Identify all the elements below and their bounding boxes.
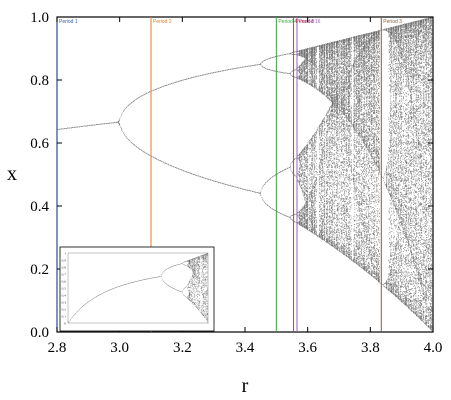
y-tick-label: 0.2 [30,262,49,278]
period-marker-label: Period 2 [153,19,172,25]
y-axis-title: x [7,163,17,185]
y-tick-label: 0.0 [30,325,49,341]
y-tick-label: 0.8 [30,73,49,89]
inset-y-tick-label: 0 [64,322,66,326]
x-axis-title: r [242,375,249,397]
x-tick-label: 3.4 [236,340,255,356]
period-marker-label: Period 8 [296,19,315,25]
inset-y-tick-label: 0.1 [62,315,67,319]
x-tick-label: 3.2 [173,340,192,356]
inset-bifurcation-path [68,252,209,324]
inset-y-tick-label: 1 [64,252,66,256]
inset-chart: 0 0.1 0.2 0.3 0.4 0.5 0.6 0.7 0.8 0.9 1 [59,246,215,332]
period-marker-label: Period 4 [278,19,297,25]
y-tick-label: 1.0 [30,10,49,26]
inset-y-tick-label: 0.6 [62,280,67,284]
inset-y-tick-label: 0.7 [62,273,67,277]
inset-y-tick-label: 0.8 [62,266,67,270]
inset-y-tick-label: 0.5 [62,287,67,291]
x-tick-label: 3.8 [361,340,380,356]
y-tick-label: 0.6 [30,136,49,152]
x-tick-label: 3.0 [110,340,129,356]
inset-y-tick-label: 0.4 [62,294,67,298]
x-tick-label: 3.6 [298,340,317,356]
y-tick-label: 0.4 [30,199,49,215]
x-tick-label: 2.8 [48,340,67,356]
y-axis-ticks: 0.0 0.2 0.4 0.6 0.8 1.0 [30,10,433,341]
period-marker-label: Period 1 [59,19,78,25]
period-marker-label: Period 16 [299,19,321,25]
period-marker-label: Period 3 [383,19,402,25]
inset-plot-frame [67,252,209,324]
x-axis-ticks: 2.8 3.0 3.2 3.4 3.6 3.8 4.0 [48,17,443,356]
inset-y-tick-label: 0.2 [62,308,67,312]
x-tick-label: 4.0 [424,340,443,356]
inset-y-tick-label: 0.9 [62,259,67,263]
inset-y-tick-label: 0.3 [62,301,67,305]
